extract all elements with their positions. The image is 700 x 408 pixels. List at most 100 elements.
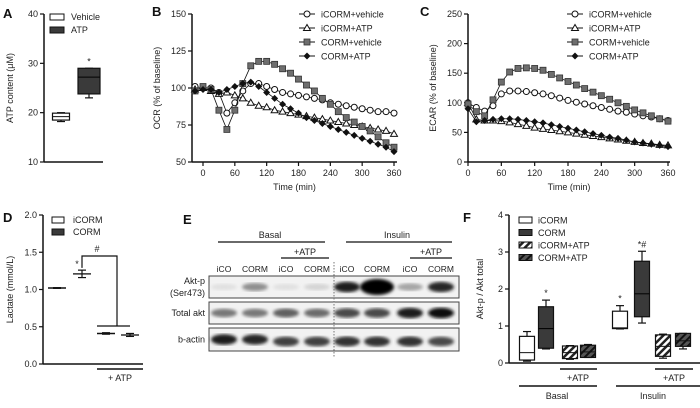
y-tick-label: 100: [447, 98, 462, 108]
legend-label: CORM+vehicle: [321, 38, 382, 48]
series-corm-atp: [464, 105, 672, 151]
data-point: [539, 90, 547, 98]
lane-label: CORM: [242, 264, 268, 274]
data-point: [302, 93, 310, 101]
legend-swatch: [49, 26, 65, 34]
data-point: [564, 96, 572, 104]
data-point: [606, 133, 614, 141]
panel-label-d: D: [3, 210, 12, 225]
lane-label: iCO: [279, 264, 294, 274]
y-tick-label: 40: [28, 9, 38, 19]
condition-label: Basal: [546, 391, 569, 401]
data-point: [279, 88, 287, 96]
data-point: [199, 85, 207, 93]
data-point: [556, 74, 564, 82]
data-point: [539, 119, 547, 127]
box: [654, 334, 672, 357]
y-tick-label: 150: [171, 9, 186, 19]
data-point: [374, 108, 382, 116]
y-tick-label: 30: [28, 58, 38, 68]
data-point: [358, 134, 366, 142]
y-tick-label: 0: [457, 157, 462, 167]
data-point: [647, 140, 655, 148]
data-point: [303, 81, 310, 89]
data-point: [270, 105, 279, 114]
data-point: [639, 109, 647, 117]
data-point: [506, 87, 514, 95]
data-point: [247, 78, 255, 86]
data-point: [334, 125, 342, 133]
legend-swatch: [51, 228, 65, 236]
data-point: [614, 134, 622, 142]
data-point: [263, 57, 271, 65]
data-point: [531, 89, 539, 97]
legend-label: ATP: [71, 25, 88, 35]
data-point: [358, 105, 366, 113]
legend-marker: [571, 10, 579, 18]
row-label: Akt-p: [184, 276, 205, 286]
data-point: [472, 118, 480, 126]
legend-label: CORM+ATP: [589, 52, 639, 62]
data-point: [326, 100, 334, 108]
legend-label: CORM: [538, 228, 566, 238]
legend-label: iCORM+vehicle: [321, 10, 384, 20]
data-point: [231, 83, 239, 91]
data-point: [223, 109, 231, 117]
y-tick-label: 50: [452, 127, 462, 137]
data-point: [381, 126, 391, 134]
legend-label: iCORM: [538, 216, 568, 226]
data-point: [238, 93, 248, 102]
data-point: [341, 119, 351, 127]
y-axis-label: ATP content (μM): [5, 53, 15, 123]
data-point: [374, 133, 382, 141]
data-point: [622, 136, 630, 144]
data-point: [279, 65, 286, 73]
legend-label: iCORM+vehicle: [589, 10, 652, 20]
legend-marker: [303, 52, 311, 60]
blot-band: [242, 334, 268, 345]
y-tick-label: 1.0: [24, 285, 37, 295]
significance-marker: *: [75, 259, 79, 269]
data-point: [481, 117, 489, 125]
data-point: [286, 108, 295, 117]
y-tick-label: 4: [498, 210, 503, 220]
y-tick-label: 0: [498, 358, 503, 368]
data-point: [539, 66, 547, 74]
lane-label: CORM: [428, 264, 454, 274]
y-tick-label: 20: [28, 108, 38, 118]
data-point: [382, 143, 390, 151]
data-point: [522, 64, 530, 72]
y-tick-label: 2.0: [24, 210, 37, 220]
blot-band: [428, 336, 454, 347]
data-point: [514, 87, 522, 95]
condition-label: Insulin: [384, 230, 410, 240]
mean-icorm-atp: [97, 332, 115, 335]
data-point: [664, 117, 672, 125]
data-point: [263, 83, 271, 91]
data-point: [472, 108, 480, 116]
data-point: [350, 103, 358, 111]
data-point: [246, 98, 256, 106]
atp-label: +ATP: [294, 247, 316, 257]
data-point: [564, 124, 572, 132]
box-corm: *: [537, 288, 555, 350]
group-label: +ATP: [663, 373, 685, 383]
legend-label: iCORM+ATP: [321, 24, 373, 34]
atp-label: +ATP: [420, 247, 442, 257]
box-icorm: [518, 330, 536, 362]
legend-label: iCORM+ATP: [589, 24, 641, 34]
data-point: [547, 92, 555, 100]
data-point: [373, 124, 383, 133]
data-point: [614, 107, 622, 115]
data-point: [389, 129, 399, 137]
x-tick-label: 60: [230, 168, 240, 178]
data-point: [342, 102, 350, 110]
legend-marker: [302, 23, 312, 31]
data-point: [522, 88, 530, 96]
significance-marker: *: [87, 56, 91, 66]
lane-label: iCO: [217, 264, 232, 274]
y-tick-label: 200: [447, 39, 462, 49]
data-point: [597, 92, 605, 100]
y-tick-label: 0.0: [24, 359, 37, 369]
data-point: [581, 128, 589, 136]
